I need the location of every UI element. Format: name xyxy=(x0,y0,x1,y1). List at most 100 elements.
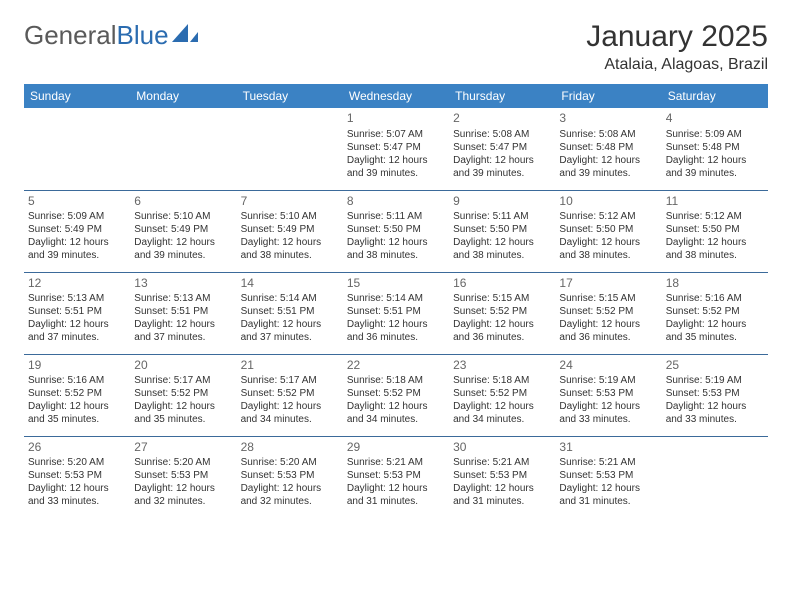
day-cell xyxy=(237,108,343,190)
sunrise-text: Sunrise: 5:10 AM xyxy=(241,210,339,223)
sunset-text: Sunset: 5:52 PM xyxy=(453,305,551,318)
logo-text-general: General xyxy=(24,20,117,51)
day-cell: 15Sunrise: 5:14 AMSunset: 5:51 PMDayligh… xyxy=(343,272,449,354)
day-cell: 24Sunrise: 5:19 AMSunset: 5:53 PMDayligh… xyxy=(555,354,661,436)
sunset-text: Sunset: 5:53 PM xyxy=(666,387,764,400)
week-row: 5Sunrise: 5:09 AMSunset: 5:49 PMDaylight… xyxy=(24,190,768,272)
day-header-friday: Friday xyxy=(555,84,661,108)
week-row: 19Sunrise: 5:16 AMSunset: 5:52 PMDayligh… xyxy=(24,354,768,436)
sunset-text: Sunset: 5:51 PM xyxy=(28,305,126,318)
sunset-text: Sunset: 5:53 PM xyxy=(453,469,551,482)
sunrise-text: Sunrise: 5:08 AM xyxy=(559,128,657,141)
sunrise-text: Sunrise: 5:21 AM xyxy=(347,456,445,469)
day-header-saturday: Saturday xyxy=(662,84,768,108)
day-number: 13 xyxy=(134,276,232,292)
day-cell xyxy=(130,108,236,190)
day-cell: 18Sunrise: 5:16 AMSunset: 5:52 PMDayligh… xyxy=(662,272,768,354)
day-cell: 17Sunrise: 5:15 AMSunset: 5:52 PMDayligh… xyxy=(555,272,661,354)
daylight-text: Daylight: 12 hours and 37 minutes. xyxy=(134,318,232,344)
sunset-text: Sunset: 5:48 PM xyxy=(559,141,657,154)
sunrise-text: Sunrise: 5:21 AM xyxy=(453,456,551,469)
sunrise-text: Sunrise: 5:20 AM xyxy=(241,456,339,469)
day-cell xyxy=(662,436,768,518)
day-cell: 26Sunrise: 5:20 AMSunset: 5:53 PMDayligh… xyxy=(24,436,130,518)
sunset-text: Sunset: 5:51 PM xyxy=(347,305,445,318)
day-cell xyxy=(24,108,130,190)
daylight-text: Daylight: 12 hours and 32 minutes. xyxy=(134,482,232,508)
sunrise-text: Sunrise: 5:14 AM xyxy=(347,292,445,305)
calendar-body: 1Sunrise: 5:07 AMSunset: 5:47 PMDaylight… xyxy=(24,108,768,518)
sunset-text: Sunset: 5:53 PM xyxy=(559,469,657,482)
sunset-text: Sunset: 5:53 PM xyxy=(347,469,445,482)
sunset-text: Sunset: 5:53 PM xyxy=(559,387,657,400)
day-number: 6 xyxy=(134,194,232,210)
day-number: 7 xyxy=(241,194,339,210)
day-header-sunday: Sunday xyxy=(24,84,130,108)
logo: GeneralBlue xyxy=(24,20,198,51)
day-cell: 10Sunrise: 5:12 AMSunset: 5:50 PMDayligh… xyxy=(555,190,661,272)
day-number: 1 xyxy=(347,111,445,127)
day-number: 15 xyxy=(347,276,445,292)
calendar-table: Sunday Monday Tuesday Wednesday Thursday… xyxy=(24,84,768,518)
page-header: GeneralBlue January 2025 Atalaia, Alagoa… xyxy=(24,20,768,74)
sunset-text: Sunset: 5:48 PM xyxy=(666,141,764,154)
sunrise-text: Sunrise: 5:10 AM xyxy=(134,210,232,223)
day-number: 17 xyxy=(559,276,657,292)
sunset-text: Sunset: 5:51 PM xyxy=(241,305,339,318)
day-cell: 12Sunrise: 5:13 AMSunset: 5:51 PMDayligh… xyxy=(24,272,130,354)
day-number: 30 xyxy=(453,440,551,456)
day-number: 11 xyxy=(666,194,764,210)
day-cell: 3Sunrise: 5:08 AMSunset: 5:48 PMDaylight… xyxy=(555,108,661,190)
daylight-text: Daylight: 12 hours and 33 minutes. xyxy=(559,400,657,426)
day-number: 4 xyxy=(666,111,764,127)
location-subtitle: Atalaia, Alagoas, Brazil xyxy=(586,56,768,74)
sunrise-text: Sunrise: 5:21 AM xyxy=(559,456,657,469)
week-row: 26Sunrise: 5:20 AMSunset: 5:53 PMDayligh… xyxy=(24,436,768,518)
daylight-text: Daylight: 12 hours and 35 minutes. xyxy=(28,400,126,426)
day-cell: 25Sunrise: 5:19 AMSunset: 5:53 PMDayligh… xyxy=(662,354,768,436)
sunrise-text: Sunrise: 5:19 AM xyxy=(559,374,657,387)
day-number: 3 xyxy=(559,111,657,127)
day-number: 29 xyxy=(347,440,445,456)
day-number: 19 xyxy=(28,358,126,374)
daylight-text: Daylight: 12 hours and 38 minutes. xyxy=(241,236,339,262)
day-cell: 9Sunrise: 5:11 AMSunset: 5:50 PMDaylight… xyxy=(449,190,555,272)
daylight-text: Daylight: 12 hours and 39 minutes. xyxy=(453,154,551,180)
daylight-text: Daylight: 12 hours and 38 minutes. xyxy=(347,236,445,262)
day-header-monday: Monday xyxy=(130,84,236,108)
day-number: 14 xyxy=(241,276,339,292)
daylight-text: Daylight: 12 hours and 33 minutes. xyxy=(28,482,126,508)
daylight-text: Daylight: 12 hours and 39 minutes. xyxy=(28,236,126,262)
daylight-text: Daylight: 12 hours and 35 minutes. xyxy=(134,400,232,426)
sunrise-text: Sunrise: 5:17 AM xyxy=(241,374,339,387)
day-number: 27 xyxy=(134,440,232,456)
day-cell: 28Sunrise: 5:20 AMSunset: 5:53 PMDayligh… xyxy=(237,436,343,518)
sunrise-text: Sunrise: 5:19 AM xyxy=(666,374,764,387)
daylight-text: Daylight: 12 hours and 38 minutes. xyxy=(453,236,551,262)
day-cell: 20Sunrise: 5:17 AMSunset: 5:52 PMDayligh… xyxy=(130,354,236,436)
day-number: 25 xyxy=(666,358,764,374)
daylight-text: Daylight: 12 hours and 34 minutes. xyxy=(347,400,445,426)
sunset-text: Sunset: 5:52 PM xyxy=(134,387,232,400)
day-number: 16 xyxy=(453,276,551,292)
sunrise-text: Sunrise: 5:16 AM xyxy=(666,292,764,305)
day-cell: 16Sunrise: 5:15 AMSunset: 5:52 PMDayligh… xyxy=(449,272,555,354)
day-number: 21 xyxy=(241,358,339,374)
daylight-text: Daylight: 12 hours and 33 minutes. xyxy=(666,400,764,426)
daylight-text: Daylight: 12 hours and 31 minutes. xyxy=(559,482,657,508)
sunset-text: Sunset: 5:50 PM xyxy=(666,223,764,236)
day-cell: 2Sunrise: 5:08 AMSunset: 5:47 PMDaylight… xyxy=(449,108,555,190)
sunset-text: Sunset: 5:49 PM xyxy=(241,223,339,236)
day-cell: 22Sunrise: 5:18 AMSunset: 5:52 PMDayligh… xyxy=(343,354,449,436)
sunrise-text: Sunrise: 5:14 AM xyxy=(241,292,339,305)
daylight-text: Daylight: 12 hours and 35 minutes. xyxy=(666,318,764,344)
daylight-text: Daylight: 12 hours and 38 minutes. xyxy=(559,236,657,262)
sunset-text: Sunset: 5:49 PM xyxy=(28,223,126,236)
day-cell: 19Sunrise: 5:16 AMSunset: 5:52 PMDayligh… xyxy=(24,354,130,436)
sunrise-text: Sunrise: 5:18 AM xyxy=(347,374,445,387)
sunrise-text: Sunrise: 5:16 AM xyxy=(28,374,126,387)
day-header-tuesday: Tuesday xyxy=(237,84,343,108)
sunset-text: Sunset: 5:51 PM xyxy=(134,305,232,318)
sunset-text: Sunset: 5:52 PM xyxy=(666,305,764,318)
day-number: 5 xyxy=(28,194,126,210)
